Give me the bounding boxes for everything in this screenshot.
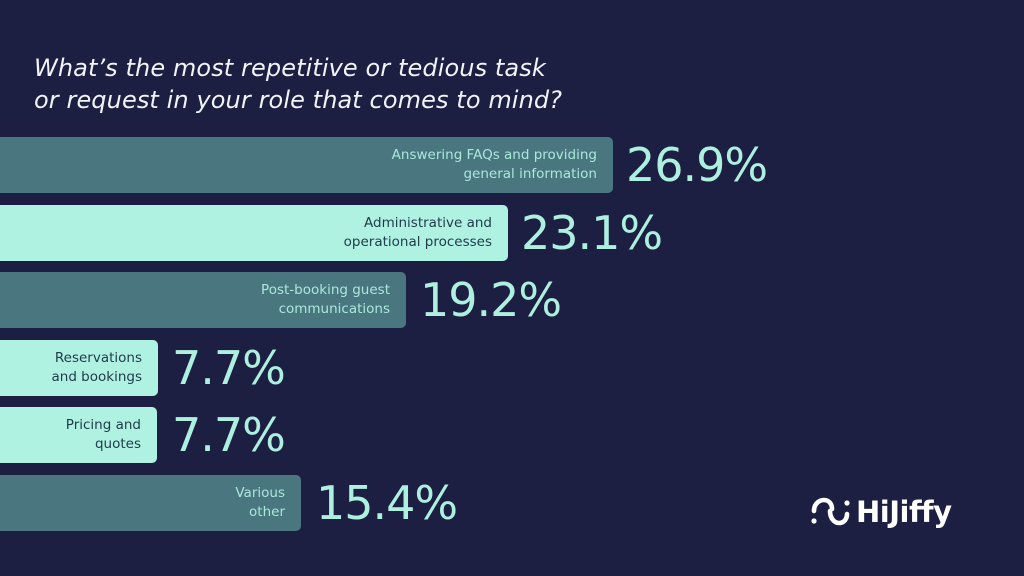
- bar-label-line-2: quotes: [94, 436, 141, 452]
- bar-label: Various other: [235, 484, 285, 522]
- bar-value-answering-faqs: 26.9%: [626, 138, 768, 192]
- bar-reservations-bookings: Reservations and bookings: [0, 340, 158, 396]
- bar-label: Reservations and bookings: [51, 349, 142, 387]
- bar-label: Answering FAQs and providing general inf…: [392, 146, 597, 184]
- bar-label: Administrative and operational processes: [344, 214, 492, 252]
- chart-title-line-1: What’s the most repetitive or tedious ta…: [34, 54, 546, 82]
- bar-answering-faqs: Answering FAQs and providing general inf…: [0, 137, 613, 193]
- bar-label-line-2: other: [249, 504, 285, 520]
- bar-pricing-quotes: Pricing and quotes: [0, 407, 157, 463]
- bar-post-booking-communications: Post-booking guest communications: [0, 272, 406, 328]
- bar-label: Post-booking guest communications: [261, 281, 390, 319]
- bar-label-line-1: Post-booking guest: [261, 282, 390, 298]
- bar-label-line-1: Pricing and: [65, 417, 141, 433]
- bar-label-line-2: general information: [463, 166, 597, 182]
- logo-text: HiJiffy: [856, 495, 952, 529]
- bar-label-line-1: Answering FAQs and providing: [391, 147, 597, 163]
- bar-label-line-1: Administrative and: [364, 215, 492, 231]
- bar-various-other: Various other: [0, 475, 301, 531]
- hijiffy-logo: HiJiffy: [810, 494, 952, 530]
- bar-value-various-other: 15.4%: [316, 476, 458, 530]
- bar-label: Pricing and quotes: [66, 416, 141, 454]
- bar-value-reservations-bookings: 7.7%: [172, 341, 286, 395]
- hijiffy-wave-icon: [811, 497, 850, 526]
- bar-label-line-2: operational processes: [343, 234, 492, 250]
- bar-label-line-1: Reservations: [54, 350, 142, 366]
- bar-value-administrative-processes: 23.1%: [521, 206, 663, 260]
- bar-label-line-2: communications: [278, 301, 390, 317]
- chart-title-line-2: or request in your role that comes to mi…: [34, 86, 563, 114]
- bar-label-line-2: and bookings: [51, 369, 142, 385]
- bar-value-post-booking-communications: 19.2%: [420, 273, 562, 327]
- bar-label-line-1: Various: [235, 485, 285, 501]
- bar-value-pricing-quotes: 7.7%: [172, 408, 286, 462]
- bar-administrative-processes: Administrative and operational processes: [0, 205, 508, 261]
- chart-title: What’s the most repetitive or tedious ta…: [34, 52, 562, 116]
